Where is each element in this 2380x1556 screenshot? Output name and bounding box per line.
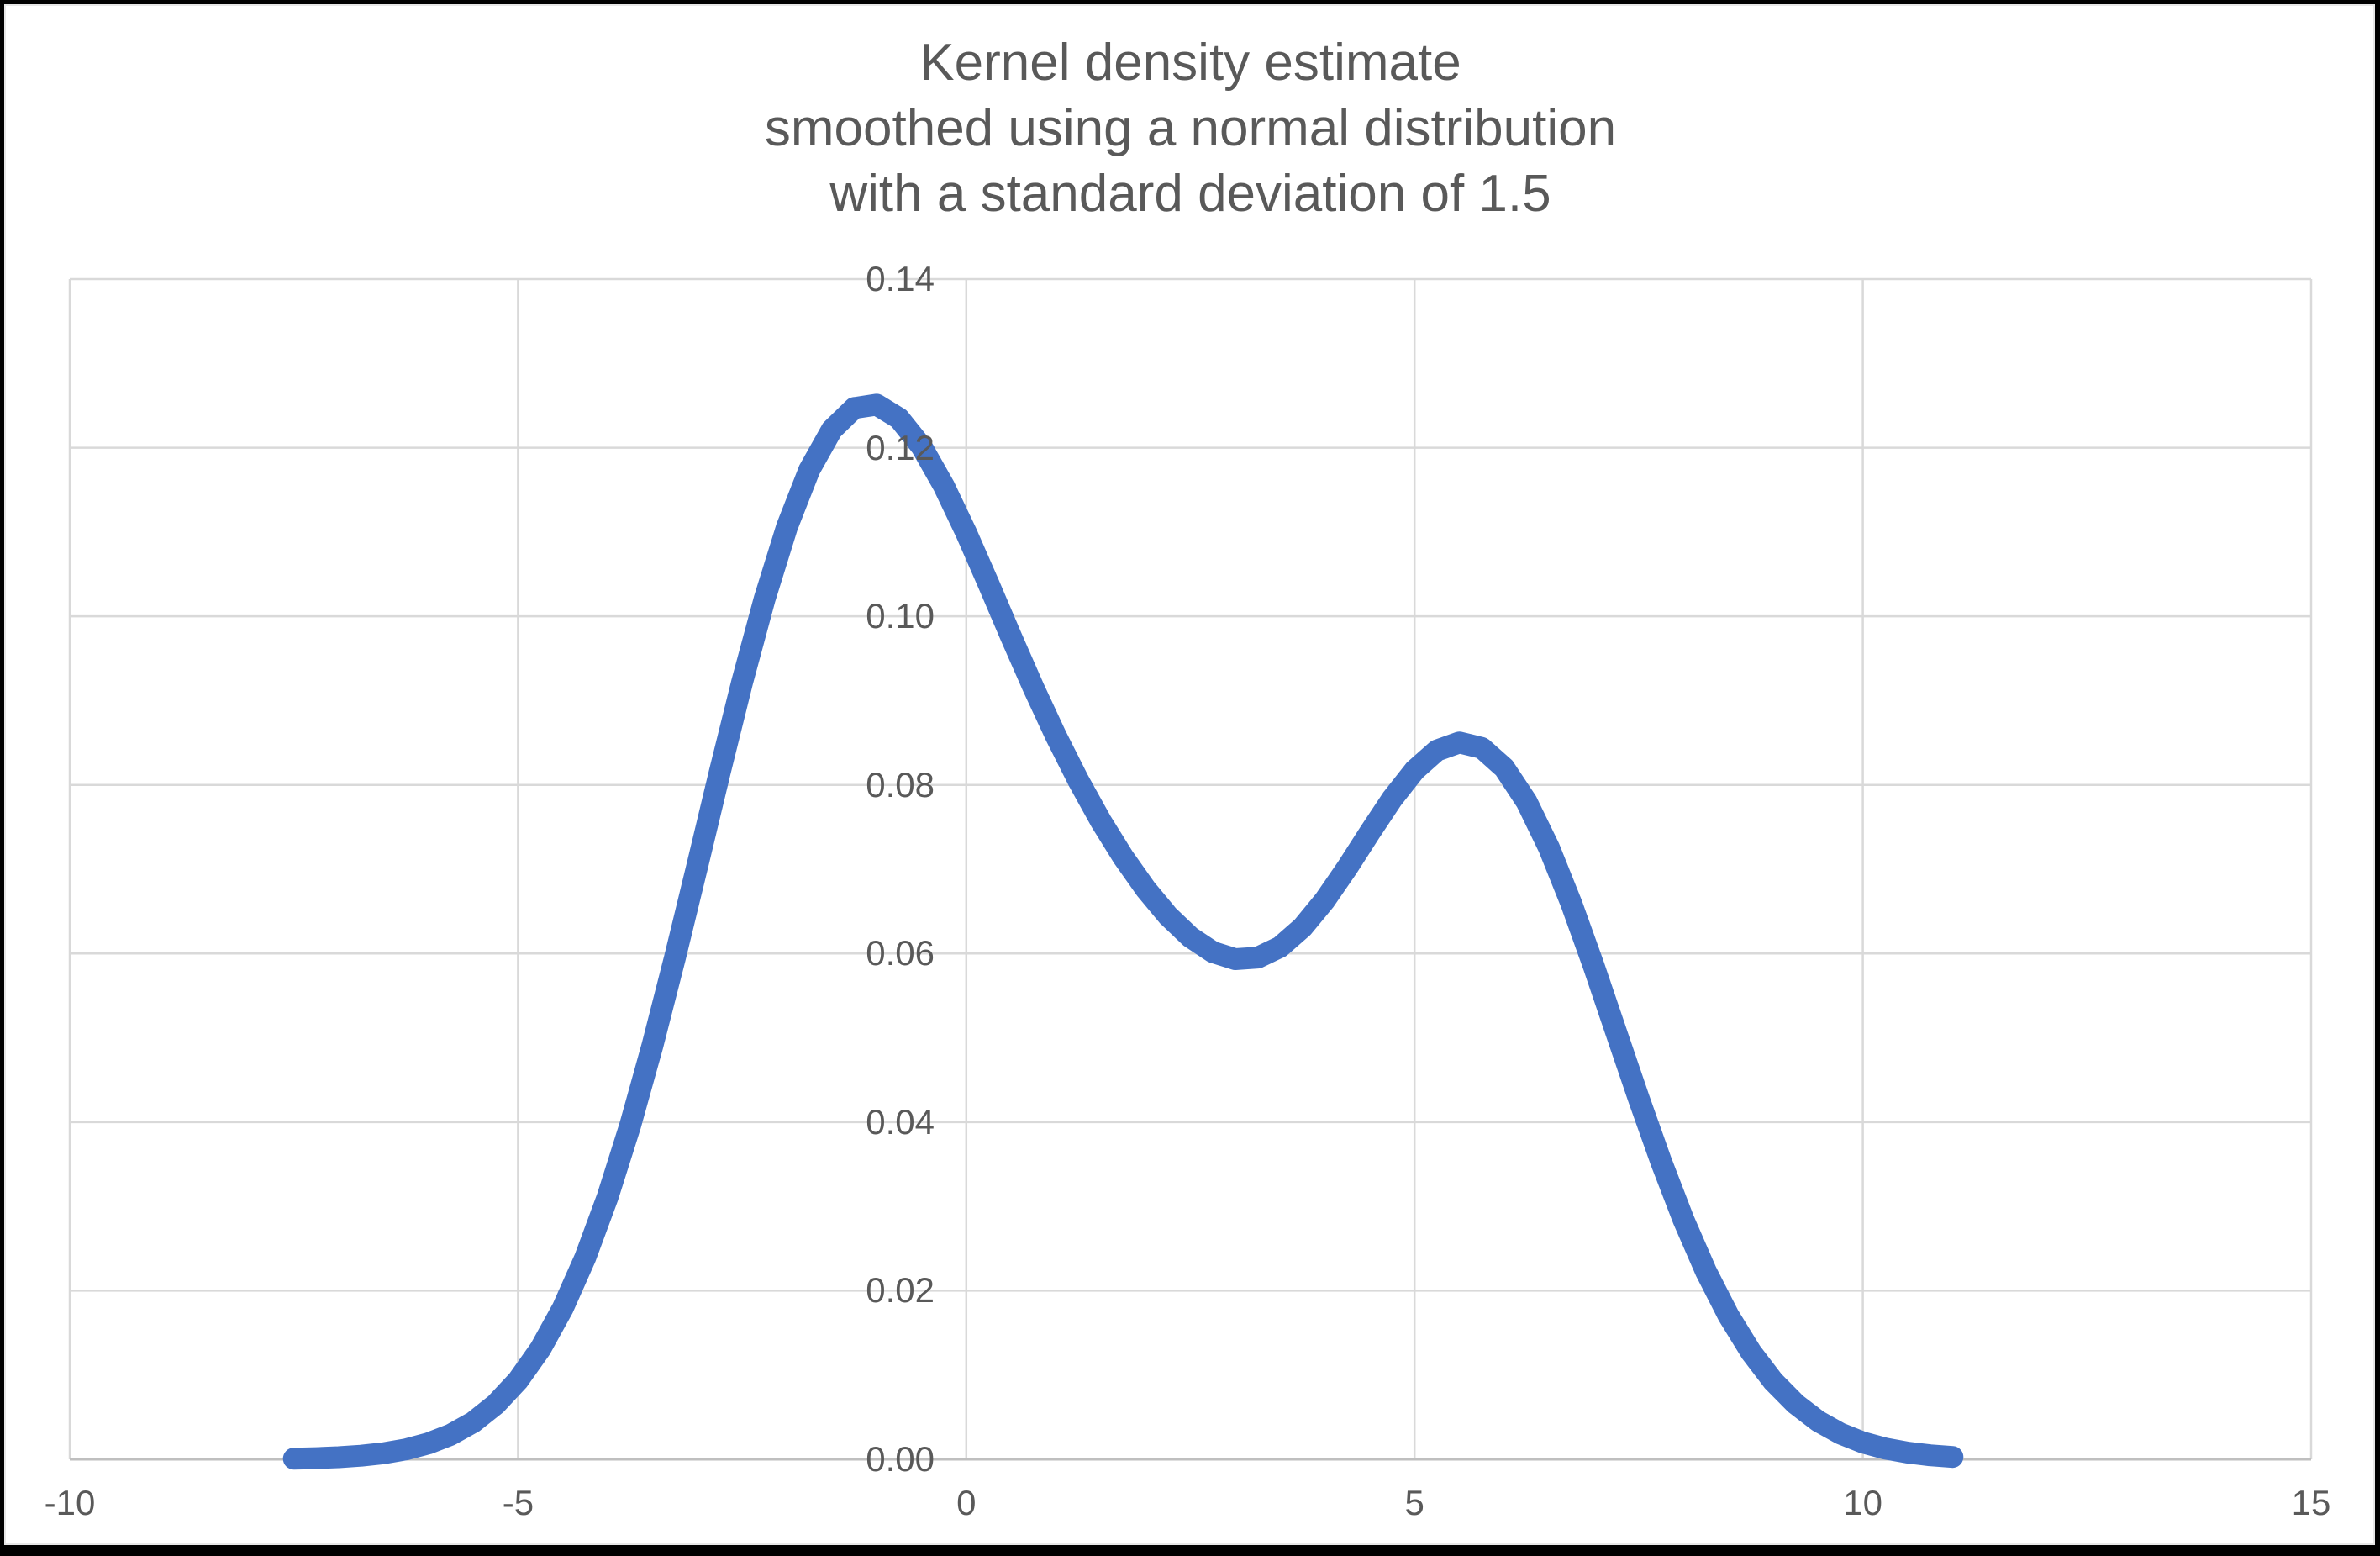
x-tick-label: -10 [44, 1483, 96, 1522]
y-tick-label: 0.00 [866, 1439, 935, 1479]
x-tick-label: 5 [1404, 1483, 1424, 1522]
x-tick-label: -5 [502, 1483, 534, 1522]
y-tick-label: 0.14 [866, 259, 935, 298]
y-tick-label: 0.10 [866, 596, 935, 636]
chart-title-line-2: smoothed using a normal distribution [764, 99, 1617, 157]
kde-curve [282, 393, 1964, 1470]
y-tick-label: 0.08 [866, 764, 935, 804]
x-tick-label: 15 [2291, 1483, 2331, 1522]
x-tick-label: 10 [1843, 1483, 1882, 1522]
chart-title-line-1: Kernel density estimate [919, 34, 1461, 92]
y-tick-label: 0.02 [866, 1270, 935, 1311]
x-tick-label: 0 [956, 1483, 977, 1522]
y-tick-label: 0.04 [866, 1101, 935, 1142]
chart-title: Kernel density estimate smoothed using a… [70, 30, 2311, 227]
y-tick-label: 0.12 [866, 427, 935, 467]
y-tick-label: 0.06 [866, 933, 935, 973]
chart-title-line-3: with a standard deviation of 1.5 [829, 165, 1551, 223]
